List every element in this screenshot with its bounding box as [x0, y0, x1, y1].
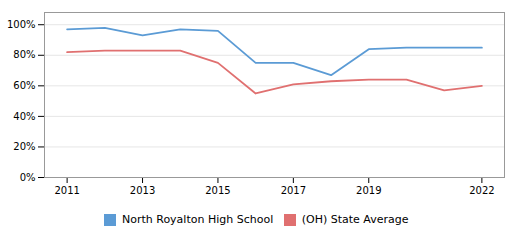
- svg-text:80%: 80%: [13, 49, 35, 60]
- svg-text:2019: 2019: [356, 185, 381, 196]
- html-text:(OH) State Average: (OH) State Average: [301, 213, 409, 226]
- svg-text:2011: 2011: [54, 185, 79, 196]
- html-text:North Royalton High School: North Royalton High School: [122, 213, 274, 226]
- svg-text:40%: 40%: [13, 111, 35, 122]
- svg-text:2013: 2013: [130, 185, 155, 196]
- svg-text:60%: 60%: [13, 80, 35, 91]
- svg-text:20%: 20%: [13, 141, 35, 152]
- svg-text:2015: 2015: [205, 185, 230, 196]
- svg-text:2022: 2022: [469, 185, 494, 196]
- svg-text:0%: 0%: [20, 172, 36, 183]
- svg-text:100%: 100%: [7, 19, 36, 30]
- svg-text:2017: 2017: [281, 185, 306, 196]
